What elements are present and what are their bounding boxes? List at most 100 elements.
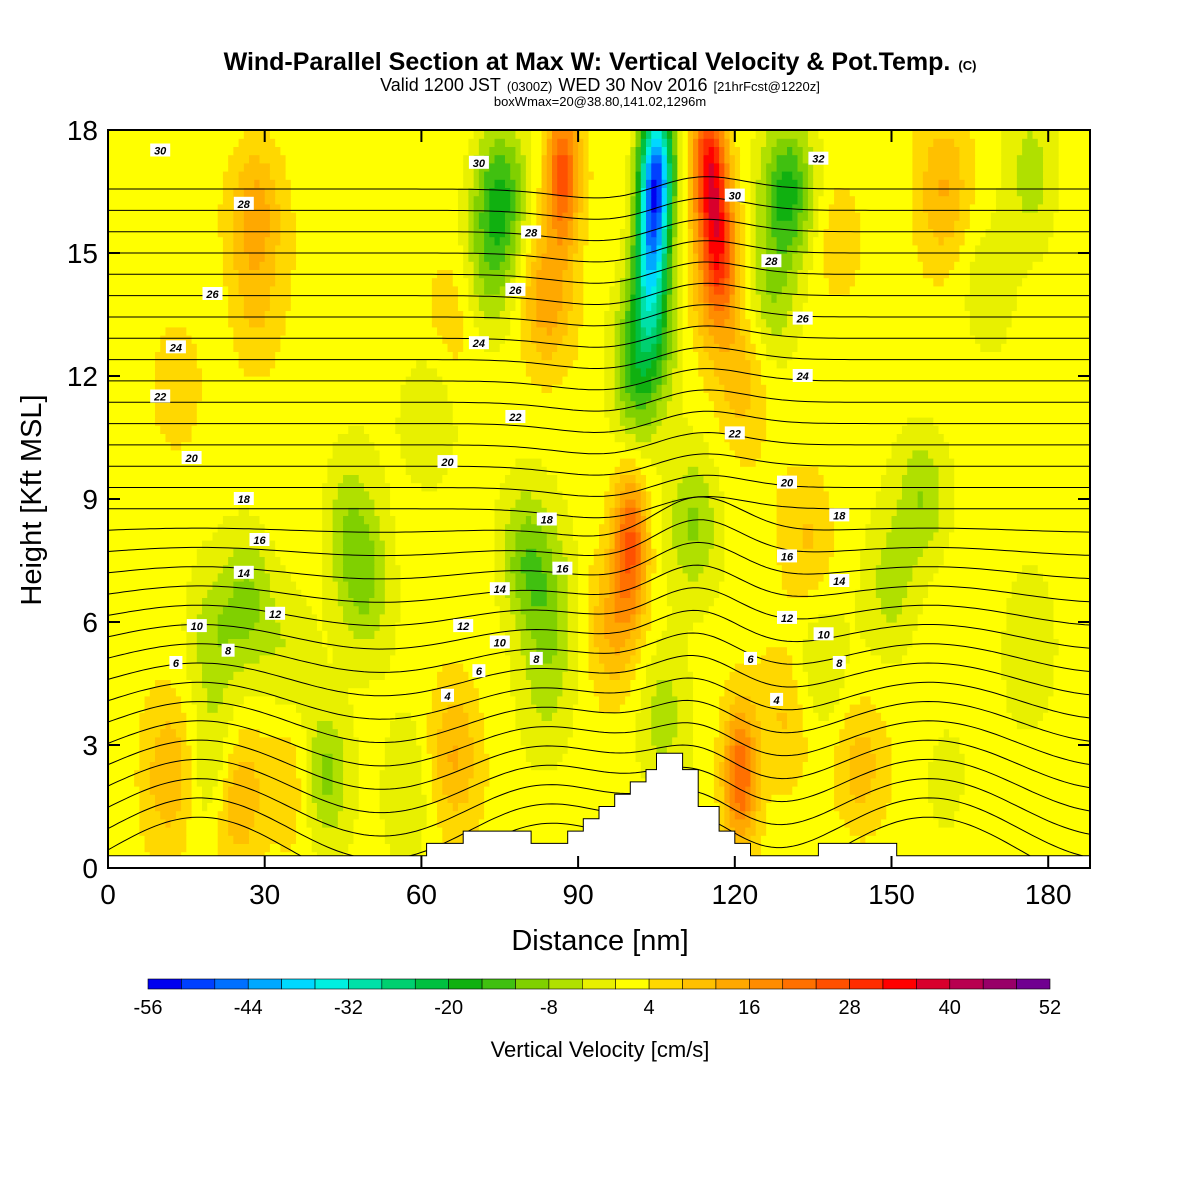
vertical-velocity-cell bbox=[562, 212, 574, 221]
vertical-velocity-cell bbox=[672, 212, 678, 221]
vertical-velocity-cell bbox=[578, 630, 590, 639]
vertical-velocity-cell bbox=[599, 523, 611, 533]
vertical-velocity-cell bbox=[431, 302, 459, 311]
vertical-velocity-cell bbox=[713, 261, 720, 270]
vertical-velocity-cell bbox=[468, 195, 475, 205]
vertical-velocity-cell bbox=[181, 777, 193, 787]
vertical-velocity-cell bbox=[687, 220, 694, 229]
vertical-velocity-cell bbox=[708, 212, 720, 221]
theta-contour-line bbox=[108, 778, 1090, 837]
vertical-velocity-cell bbox=[463, 704, 480, 713]
vertical-velocity-cell bbox=[484, 171, 511, 180]
vertical-velocity-cell bbox=[818, 195, 835, 205]
vertical-velocity-cell bbox=[343, 613, 381, 623]
vertical-velocity-cell bbox=[1053, 630, 1090, 639]
vertical-velocity-cell bbox=[614, 581, 621, 590]
vertical-velocity-cell bbox=[677, 220, 684, 229]
vertical-velocity-cell bbox=[651, 212, 658, 221]
vertical-velocity-cell bbox=[666, 622, 694, 631]
vertical-velocity-cell bbox=[604, 613, 616, 623]
vertical-velocity-cell bbox=[212, 786, 224, 795]
vertical-velocity-cell bbox=[520, 597, 532, 607]
vertical-velocity-cell bbox=[384, 540, 396, 549]
vertical-velocity-cell bbox=[724, 720, 731, 730]
vertical-velocity-cell bbox=[745, 310, 757, 320]
vertical-velocity-cell bbox=[807, 171, 814, 180]
contour-label: 28 bbox=[233, 196, 254, 211]
vertical-velocity-cell bbox=[358, 777, 381, 787]
vertical-velocity-cell bbox=[1037, 720, 1090, 730]
vertical-velocity-cell bbox=[531, 203, 537, 213]
vertical-velocity-cell bbox=[186, 630, 198, 639]
vertical-velocity-cell bbox=[687, 523, 699, 533]
vertical-velocity-cell bbox=[651, 244, 658, 254]
vertical-velocity-cell bbox=[729, 130, 736, 139]
vertical-velocity-cell bbox=[625, 162, 631, 172]
vertical-velocity-cell bbox=[337, 433, 370, 443]
vertical-velocity-cell bbox=[186, 728, 198, 738]
vertical-velocity-cell bbox=[640, 179, 647, 188]
vertical-velocity-cell bbox=[625, 318, 631, 328]
vertical-velocity-cell bbox=[719, 154, 725, 164]
vertical-velocity-cell bbox=[463, 244, 470, 254]
vertical-velocity-cell bbox=[311, 736, 344, 746]
vertical-velocity-cell bbox=[353, 712, 396, 721]
vertical-velocity-cell bbox=[249, 835, 297, 844]
vertical-velocity-cell bbox=[196, 630, 219, 639]
vertical-velocity-cell bbox=[269, 285, 292, 295]
theta-contour-line bbox=[108, 758, 1090, 814]
vertical-velocity-cell bbox=[708, 261, 715, 270]
vertical-velocity-cell bbox=[572, 130, 579, 139]
vertical-velocity-cell bbox=[525, 171, 532, 180]
vertical-velocity-cell bbox=[807, 228, 819, 238]
vertical-velocity-cell bbox=[578, 613, 590, 623]
vertical-velocity-cell bbox=[959, 212, 971, 221]
vertical-velocity-cell bbox=[666, 228, 673, 238]
vertical-velocity-cell bbox=[656, 318, 663, 328]
vertical-velocity-cell bbox=[196, 400, 402, 410]
vertical-velocity-cell bbox=[750, 195, 757, 205]
vertical-velocity-cell bbox=[322, 630, 328, 639]
vertical-velocity-cell bbox=[630, 654, 642, 664]
vertical-velocity-cell bbox=[337, 728, 355, 738]
vertical-velocity-cell bbox=[693, 203, 699, 213]
vertical-velocity-cell bbox=[901, 490, 919, 500]
vertical-velocity-cell bbox=[254, 769, 297, 779]
vertical-velocity-cell bbox=[870, 777, 893, 787]
vertical-velocity-cell bbox=[572, 302, 584, 311]
vertical-velocity-cell bbox=[729, 269, 736, 279]
vertical-velocity-cell bbox=[290, 572, 323, 582]
vertical-velocity-cell bbox=[1042, 253, 1090, 262]
vertical-velocity-cell bbox=[729, 220, 736, 229]
vertical-velocity-cell bbox=[734, 326, 741, 336]
vertical-velocity-cell bbox=[640, 589, 647, 598]
vertical-velocity-cell bbox=[912, 630, 1002, 639]
vertical-velocity-cell bbox=[233, 589, 261, 598]
vertical-velocity-cell bbox=[922, 490, 940, 500]
vertical-velocity-cell bbox=[572, 171, 579, 180]
vertical-velocity-cell bbox=[233, 671, 386, 680]
vertical-velocity-cell bbox=[473, 195, 485, 205]
vertical-velocity-cell bbox=[395, 531, 496, 541]
vertical-velocity-cell bbox=[630, 294, 637, 303]
vertical-velocity-cell bbox=[510, 195, 517, 205]
vertical-velocity-cell bbox=[755, 236, 767, 246]
theta-contour-line bbox=[108, 496, 1090, 537]
vertical-velocity-cell bbox=[588, 236, 621, 246]
vertical-velocity-cell bbox=[296, 212, 459, 221]
vertical-velocity-cell bbox=[693, 753, 715, 762]
vertical-velocity-cell bbox=[520, 195, 527, 205]
vertical-velocity-cell bbox=[259, 515, 323, 525]
vertical-velocity-cell bbox=[682, 220, 689, 229]
vertical-velocity-cell bbox=[666, 745, 694, 754]
vertical-velocity-cell bbox=[928, 449, 950, 459]
vertical-velocity-cell bbox=[734, 310, 741, 320]
vertical-velocity-cell bbox=[666, 130, 673, 139]
vertical-velocity-cell bbox=[698, 212, 705, 221]
vertical-velocity-cell bbox=[640, 687, 658, 697]
vertical-velocity-cell bbox=[541, 212, 548, 221]
vertical-velocity-cell bbox=[473, 277, 485, 287]
vertical-velocity-cell bbox=[463, 326, 480, 336]
vertical-velocity-cell bbox=[682, 564, 705, 574]
vertical-velocity-cell bbox=[228, 753, 297, 762]
